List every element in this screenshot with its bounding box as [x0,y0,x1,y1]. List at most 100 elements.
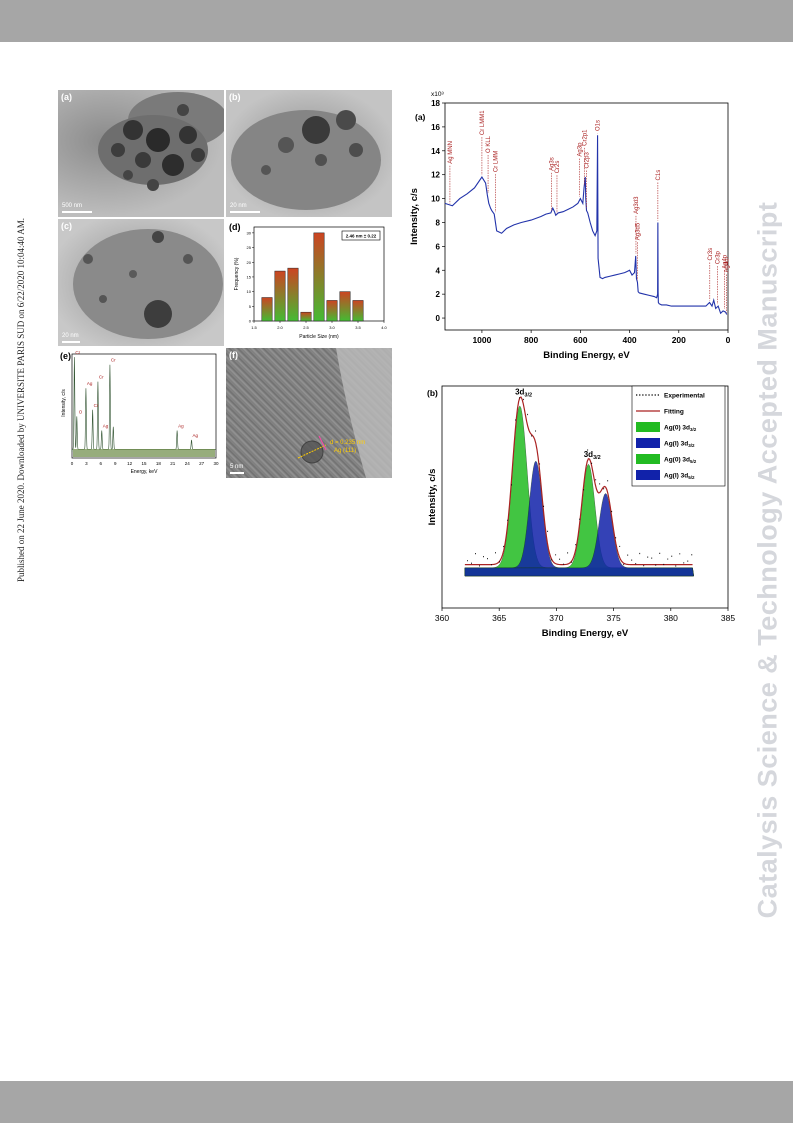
hist-xtick-label: 3.0 [329,325,335,330]
ag3d-frame [441,385,729,609]
hist-legend-box [341,230,381,241]
edx-xtick-label: 6 [100,461,103,466]
edx-xlabel: Energy, keV [131,469,159,475]
edx-peak-label: Cr [94,403,99,408]
panel-e-label: (e) [60,351,71,361]
hist-bar [287,267,299,322]
panel-c-label: (c) [61,221,72,231]
hist-bar [261,297,273,322]
header-band [0,0,793,42]
ag3d-xtick-label: 385 [721,613,735,623]
hist-ytick-label: 20 [247,260,252,265]
survey-xlabel: Binding Energy, eV [543,350,630,361]
survey-peak-label: O KLL [486,135,492,153]
survey-peak-label: Ag3s [549,157,555,171]
hist-bar [339,291,351,322]
survey-ytick-label: 8 [436,218,441,227]
survey-frame [444,102,729,331]
panel-f-label: (f) [229,350,238,360]
survey-xtick-label: 400 [622,335,636,345]
hist-legend-text: 2.46 nm ± 0.22 [346,234,377,239]
edx-peak-label: Ag [87,381,93,386]
ag3d-peak-label: 3d3/2 [515,387,532,398]
panel-d-label: (d) [229,222,241,232]
survey-ytick-label: 14 [431,147,440,156]
xps-ag3d-panel: 360 365 370 375 380 385 Binding Energy, eV Inte… [405,380,740,645]
scale-text-f: 5 nm [230,464,244,470]
survey-peak-label: Cr LMM [493,151,499,172]
tem-panel-b: (b) 20 nm [226,90,392,217]
survey-ytick-label: 16 [431,123,440,132]
survey-ytick-label: 10 [431,195,440,204]
hist-ylabel: Frequency (%) [234,257,240,290]
ag3d-ylabel: Intensity, c/s [427,469,438,526]
lattice-plane-annotation: Ag (111) [334,448,357,454]
survey-ytick-label: 12 [431,171,440,180]
ag3d-legend-box [631,385,726,487]
survey-xtick-label: 0 [726,335,731,345]
ag3d-xlabel: Binding Energy, eV [542,628,629,639]
survey-peak-label: Cr LMM1 [480,110,486,135]
survey-peak-label: Ag3d5 [635,222,641,240]
ag3d-legend-label: Ag(I) 3d3/2 [664,441,695,449]
xps-survey-panel: 1000 800 600 400 200 0 0 2 4 6 8 10 12 14 16 18 x10³ (a) B… [405,85,735,370]
edx-xtick-label: 27 [199,461,205,466]
edx-peak-label: Cr [111,358,116,363]
survey-peak-label: Cr3s [708,248,714,261]
survey-peak-label: C1s [656,170,662,181]
ag3d-legend-label: Experimental [664,393,705,400]
edx-xtick-label: 12 [127,461,133,466]
ag3d-component-fill [464,493,694,577]
hist-bar [326,300,338,322]
ag3d-legend-label: Ag(I) 3d5/2 [664,473,695,481]
tem-particles-b [231,110,381,210]
footer-band [0,1081,793,1123]
edx-xtick-label: 3 [85,461,88,466]
ag3d-legend-swatch [636,422,660,432]
survey-peak-label: Cr2s [555,161,561,174]
hist-xtick-label: 2.5 [303,325,309,330]
hist-xtick-label: 3.5 [355,325,361,330]
survey-peak-label: O1s [596,120,602,131]
ag3d-fitting-line [464,396,693,566]
panel-a-label: (a) [61,92,72,102]
ag3d-xtick-label: 365 [492,613,506,623]
histogram-chart: 1.5 2.0 2.5 3.0 3.5 4.0 0 5 10 15 20 25 30 Particle S… [234,226,388,340]
hrtem-overlay [297,348,392,478]
hrtem-panel-f: (f) d = 0.235 nm Ag (111) 5 nm [226,348,392,478]
hist-ytick-label: 10 [247,289,252,294]
survey-peak-label: Ag4d [725,258,731,272]
tem-panel-a: (a) 500 nm [58,90,224,217]
survey-y-multiplier: x10³ [431,91,444,98]
scale-bar-b [230,211,260,213]
ag3d-xtick-label: 380 [664,613,678,623]
hist-ytick-label: 5 [249,304,252,309]
edx-frame [71,353,217,459]
hist-ytick-label: 30 [247,230,252,235]
ag3d-peak-label: 3d3/2 [584,450,601,461]
ag3d-legend-label: Ag(0) 3d5/2 [664,457,697,465]
ag3d-panel-label: (b) [427,388,438,398]
survey-xtick-label: 1000 [472,335,491,345]
tem-panel-c: (c) 20 nm [58,219,224,346]
edx-peak-label: Ag [193,433,199,438]
edx-panel-e: Cr O Ag Cr Cr Ag Cr Ag Ag 0 3 6 9 12 15 18 21 24 27 30 Energ… [58,348,224,478]
survey-ytick-label: 2 [436,290,441,299]
journal-watermark: Catalysis Science & Technology Accepted … [752,201,783,919]
ag3d-xtick-label: 375 [607,613,621,623]
hist-ytick-label: 0 [249,319,252,324]
hist-xtick-label: 2.0 [277,325,283,330]
edx-spectrum: Cr O Ag Cr Cr Ag Cr Ag Ag 0 3 6 9 12 15 18 21 24 27 30 Energ… [61,350,219,475]
tem-particles-c [73,229,223,339]
scale-text-b: 20 nm [230,203,247,209]
survey-ytick-label: 0 [436,314,441,323]
scale-bar-c [62,341,80,343]
ag3d-xtick-label: 360 [435,613,449,623]
survey-peak-label: Ag4p [722,254,728,269]
hist-ytick-label: 25 [247,245,252,250]
hist-xlabel: Particle Size (nm) [299,334,339,340]
survey-panel-label: (a) [415,112,426,122]
scale-text-a: 500 nm [62,203,83,209]
edx-xtick-label: 15 [141,461,147,466]
